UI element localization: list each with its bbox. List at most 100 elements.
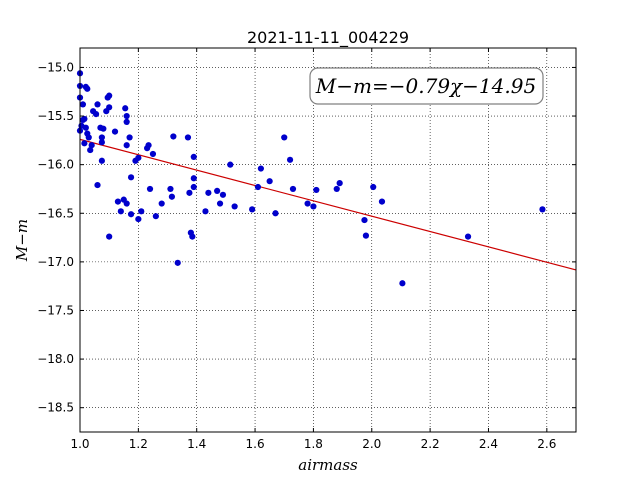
axis-ticks [79, 48, 576, 432]
data-point [145, 142, 152, 149]
data-point [98, 157, 105, 164]
data-point [81, 115, 88, 123]
data-point [254, 183, 262, 191]
data-point [227, 161, 234, 168]
data-point [87, 146, 94, 154]
data-point [135, 215, 142, 223]
data-point [138, 208, 145, 215]
data-point [361, 216, 368, 224]
data-point [126, 134, 133, 141]
data-point [81, 140, 88, 147]
data-point [82, 124, 89, 131]
data-point [399, 280, 406, 287]
x-tick-label: 2.0 [362, 437, 381, 451]
y-tick-label: −17.0 [37, 255, 74, 269]
y-tick-label: −15.0 [37, 60, 74, 74]
data-point [539, 206, 546, 213]
data-point [304, 200, 311, 207]
data-point [98, 139, 105, 146]
data-point [170, 133, 177, 140]
data-point [123, 142, 130, 149]
data-point [85, 134, 92, 141]
data-point [464, 233, 472, 240]
data-point [219, 191, 227, 198]
data-point [158, 200, 165, 207]
data-point [106, 233, 113, 240]
x-tick-label: 1.2 [129, 437, 148, 451]
data-point [190, 183, 197, 191]
data-point [286, 156, 294, 163]
data-point [100, 125, 107, 132]
x-axis-label: airmass [298, 456, 358, 474]
fit-line [79, 138, 577, 271]
data-point [106, 92, 113, 99]
data-point [94, 181, 101, 189]
y-tick-label: −18.0 [37, 352, 74, 366]
data-point [168, 193, 176, 200]
x-tick-label: 2.4 [479, 437, 498, 451]
chart-title: 2021-11-11_004229 [247, 28, 409, 48]
y-tick-label: −17.5 [37, 303, 74, 317]
data-point [231, 203, 238, 210]
data-point [370, 183, 377, 191]
data-point [123, 200, 130, 207]
data-point [111, 128, 119, 135]
data-point [333, 185, 340, 193]
data-point [310, 203, 317, 210]
data-point [135, 154, 142, 161]
data-point [92, 111, 100, 118]
data-point [146, 185, 154, 193]
data-point [106, 104, 113, 111]
y-tick-label: −18.5 [37, 401, 74, 415]
annotation-box: M−m=−0.79χ−14.95 [309, 67, 544, 105]
data-point [88, 142, 95, 149]
data-point [122, 105, 129, 112]
y-tick-label: −16.5 [37, 206, 74, 220]
data-point [362, 232, 370, 239]
data-point [174, 259, 181, 266]
data-point [336, 180, 343, 187]
data-point [127, 211, 135, 218]
data-point [313, 186, 320, 194]
data-point [202, 208, 209, 215]
data-point [272, 210, 279, 217]
data-point [123, 112, 130, 120]
data-point [167, 185, 174, 193]
plot-frame [79, 47, 577, 433]
x-tick-label: 2.2 [421, 437, 440, 451]
fit-equation: M−m=−0.79χ−14.95 [315, 74, 536, 98]
x-tick-label: 1.6 [246, 437, 265, 451]
x-tick-label: 1.8 [304, 437, 323, 451]
annotation-frame [309, 67, 544, 105]
x-tick-labels: 1.0 1.2 1.4 1.6 1.8 2.0 2.2 2.4 2.6 [70, 437, 556, 451]
data-point [184, 134, 192, 141]
x-tick-label: 2.6 [537, 437, 556, 451]
data-point [289, 185, 297, 193]
data-point [123, 118, 130, 125]
x-tick-label: 1.0 [70, 437, 89, 451]
fit-line-group [79, 138, 577, 271]
grid-lines [79, 48, 576, 432]
data-point [152, 213, 159, 220]
y-axis-label: M−m [13, 219, 31, 262]
data-point [190, 175, 197, 182]
data-point [266, 178, 273, 185]
data-point [281, 134, 288, 141]
data-point [257, 165, 264, 172]
y-tick-label: −15.5 [37, 109, 74, 123]
data-points [76, 70, 546, 287]
data-point [84, 85, 91, 92]
data-point [249, 206, 256, 213]
data-point [216, 200, 224, 207]
data-point [114, 198, 122, 205]
data-point [98, 134, 105, 141]
data-point [186, 189, 193, 196]
y-tick-labels: −15.0 −15.5 −16.0 −16.5 −17.0 −17.5 −18.0 −18.5 [37, 60, 74, 414]
data-point [149, 150, 157, 158]
y-tick-label: −16.0 [37, 158, 74, 172]
data-point [378, 198, 386, 205]
data-point [117, 208, 124, 215]
data-point [94, 101, 101, 108]
data-point [190, 153, 197, 160]
